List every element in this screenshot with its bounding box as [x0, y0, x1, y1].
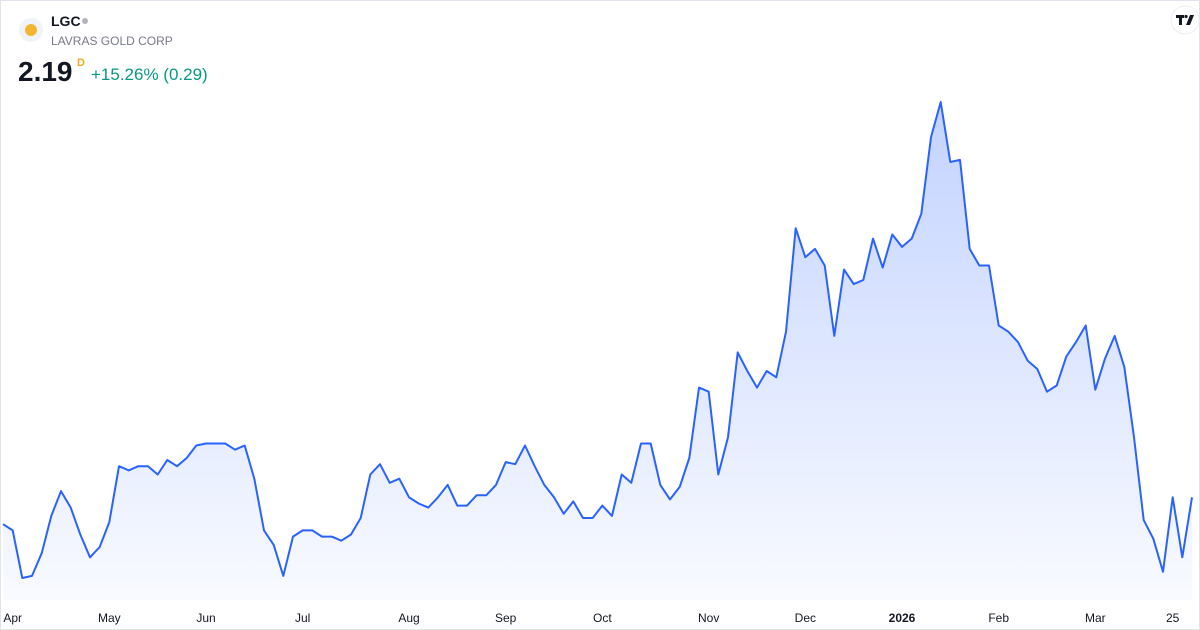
symbol: LGC	[51, 13, 81, 29]
price: 2.19	[18, 56, 73, 87]
change: +15.26% (0.29)	[91, 65, 208, 84]
plot: Apr May Jun Jul Aug Sep Oct Nov Dec 2026 Feb Mar 25	[2, 101, 1193, 625]
x-tick-label: Jul	[295, 611, 310, 625]
x-tick-label: Jun	[196, 611, 215, 625]
x-tick-label: 25	[1166, 611, 1180, 625]
x-tick-label: Apr	[3, 611, 22, 625]
status-dot	[82, 18, 88, 24]
tv-logo[interactable]	[1170, 5, 1200, 35]
x-tick-label: Mar	[1085, 611, 1106, 625]
x-tick-label: Nov	[698, 611, 719, 625]
x-tick-label: 2026	[889, 611, 916, 625]
price-line	[2, 101, 1193, 579]
x-tick-label: May	[98, 611, 121, 625]
company-name: LAVRAS GOLD CORP	[51, 34, 173, 48]
logo	[25, 24, 37, 36]
x-tick-label: Aug	[398, 611, 419, 625]
x-tick-label: Oct	[593, 611, 612, 625]
interval: D	[77, 57, 85, 69]
x-tick-label: Sep	[495, 611, 517, 625]
area-fill	[3, 102, 1192, 600]
x-tick-label: Dec	[795, 611, 816, 625]
x-tick-label: Feb	[988, 611, 1009, 625]
